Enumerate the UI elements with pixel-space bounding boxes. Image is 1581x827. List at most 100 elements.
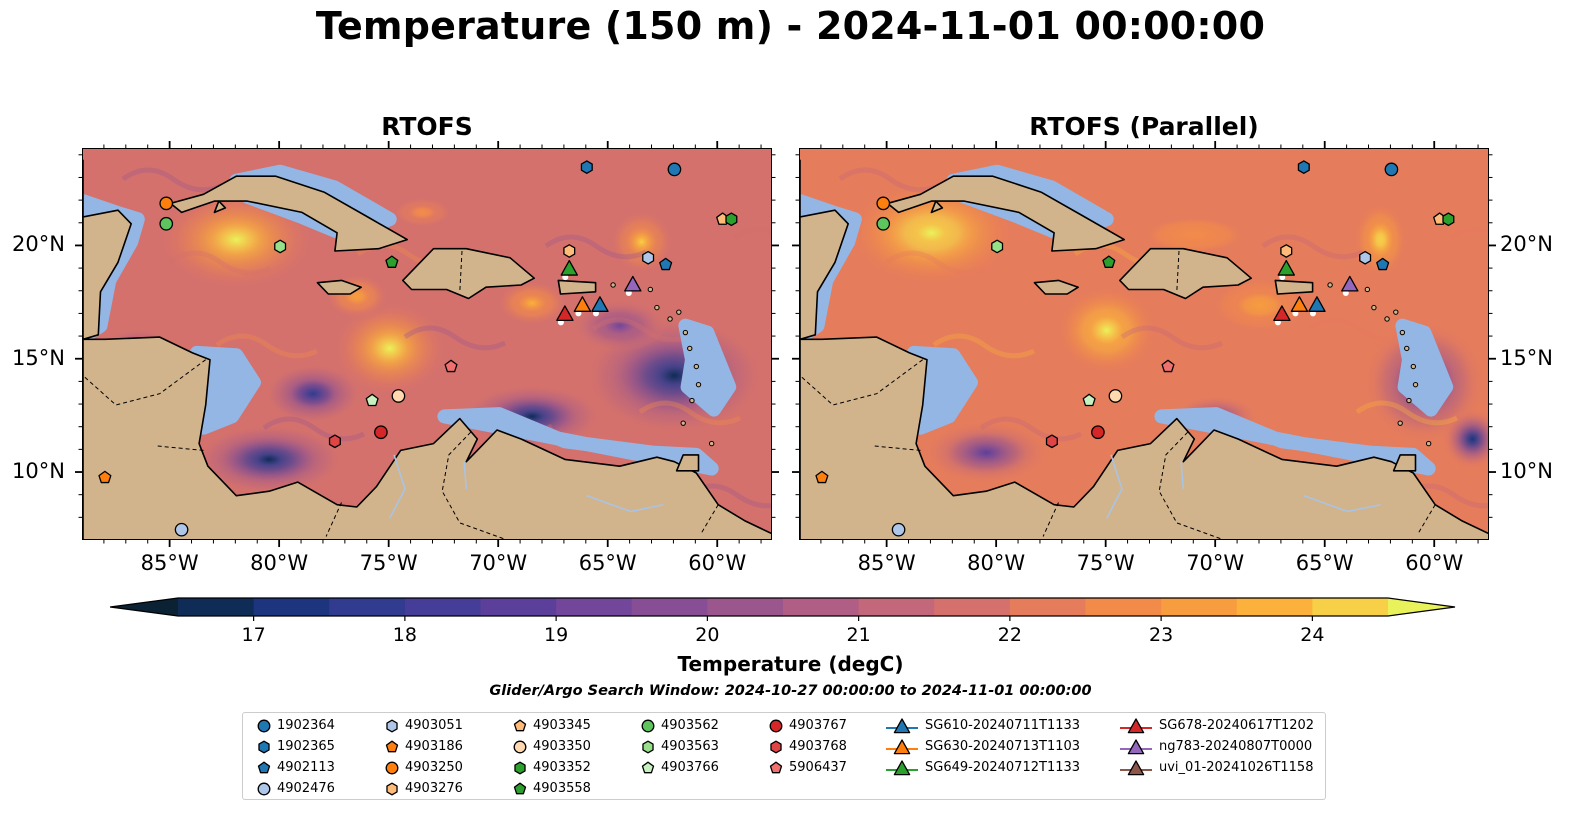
obs-marker-4903350	[391, 389, 406, 403]
legend-pentagon-icon	[513, 719, 527, 731]
legend-item: 4903558	[513, 778, 591, 799]
legend-label: 4903186	[405, 739, 463, 754]
legend-label: 4903558	[533, 781, 591, 796]
x-tick-label: 75°W	[1076, 551, 1135, 575]
legend-label: 1902364	[277, 718, 335, 733]
y-tick-label-left: 15°N	[12, 345, 65, 370]
glider-marker-SG610-20240711T1133	[1308, 296, 1326, 312]
legend-glider-marker-icon	[1120, 717, 1152, 733]
legend-label: SG630-20240713T1103	[925, 739, 1081, 754]
legend-label: 5906437	[789, 760, 847, 775]
glider-marker-SG678-20240617T1202	[556, 305, 574, 322]
legend-float-marker-icon	[514, 761, 526, 774]
legend-pentagon-icon	[513, 782, 527, 794]
obs-marker-4903051	[1359, 250, 1372, 265]
map-rtofs-parallel	[800, 149, 1488, 539]
glider-marker-SG630-20240713T1103	[1290, 296, 1309, 312]
legend-circle-icon	[257, 719, 271, 732]
obs-marker-4903767	[1091, 425, 1105, 440]
legend-label: 4903345	[533, 718, 591, 733]
legend-triangle-icon	[1127, 717, 1145, 733]
x-tick-label: 75°W	[359, 551, 418, 575]
legend-pentagon-icon	[257, 761, 271, 773]
colorbar-tick-label: 19	[544, 624, 569, 646]
legend-float-marker-icon	[641, 719, 655, 732]
legend-label: 1902365	[277, 739, 335, 754]
legend-label: 4903250	[405, 760, 463, 775]
legend-float-marker-icon	[386, 782, 398, 795]
legend-hexagon-icon	[386, 719, 398, 732]
legend-pentagon-icon	[769, 761, 783, 773]
x-tick-label: 85°W	[857, 551, 916, 575]
colorbar-tick-label: 20	[695, 624, 720, 646]
figure-title: Temperature (150 m) - 2024-11-01 00:00:0…	[315, 4, 1266, 48]
y-tick-label-right: 20°N	[1500, 232, 1553, 257]
legend-float-marker-icon	[258, 740, 270, 753]
legend-float-marker-icon	[641, 761, 655, 773]
colorbar-tick-label: 17	[241, 624, 266, 646]
legend-item: 4903352	[513, 757, 591, 778]
axes-ticks	[75, 141, 1496, 547]
colorbar-tick-label: 23	[1149, 624, 1174, 646]
colorbar-tick-label: 22	[997, 624, 1022, 646]
legend-item: SG649-20240712T1133	[885, 757, 1080, 778]
y-tick-label-left: 20°N	[12, 232, 65, 257]
obs-marker-4903563	[274, 239, 287, 254]
obs-marker-4903352	[725, 212, 738, 227]
legend-float-marker-icon	[513, 782, 527, 794]
x-tick-label: 85°W	[140, 551, 199, 575]
legend-circle-icon	[513, 740, 527, 753]
legend-label: 4903767	[789, 718, 847, 733]
obs-marker-1902365	[580, 160, 593, 174]
obs-marker-5906437	[444, 359, 458, 373]
glider-marker-SG630-20240713T1103	[573, 296, 592, 312]
legend-float-marker-icon	[513, 719, 527, 731]
legend-item: 4903767	[769, 715, 847, 736]
legend-item: SG630-20240713T1103	[885, 736, 1080, 757]
legend-pentagon-icon	[385, 740, 399, 752]
legend-item: SG610-20240711T1133	[885, 715, 1080, 736]
obs-marker-5906437	[1161, 359, 1175, 373]
obs-marker-4903768	[1045, 434, 1058, 449]
legend-glider-marker-icon	[886, 717, 918, 733]
legend-label: 4903276	[405, 781, 463, 796]
legend-item: 4903563	[641, 736, 719, 757]
x-tick-label: 80°W	[967, 551, 1026, 575]
x-tick-label: 60°W	[1405, 551, 1464, 575]
legend-item: 1902365	[257, 736, 335, 757]
obs-marker-4903186	[98, 470, 112, 484]
obs-marker-4903766	[365, 393, 379, 407]
legend-item: ng783-20240807T0000	[1119, 736, 1312, 757]
legend-float-marker-icon	[770, 740, 782, 753]
legend-float-marker-icon	[386, 719, 398, 732]
legend-item: 4903276	[385, 778, 463, 799]
obs-marker-4903558	[385, 255, 399, 268]
legend-circle-icon	[769, 719, 783, 732]
obs-marker-4903276	[563, 244, 576, 258]
obs-marker-4903350	[1108, 389, 1123, 403]
legend-item: 4903562	[641, 715, 719, 736]
legend-label: 4903563	[661, 739, 719, 754]
colorbar	[110, 597, 1456, 621]
obs-marker-4903250	[876, 196, 891, 211]
colorbar-tick-label: 21	[846, 624, 871, 646]
legend-triangle-icon	[893, 717, 911, 733]
panel-title-rtofs: RTOFS	[381, 112, 473, 141]
legend-float-marker-icon	[642, 740, 654, 753]
legend-float-marker-icon	[257, 719, 271, 732]
x-tick-label: 60°W	[688, 551, 747, 575]
legend-item: 5906437	[769, 757, 847, 778]
legend-triangle-icon	[1127, 759, 1145, 775]
legend-label: 4903766	[661, 760, 719, 775]
legend-label: 4903352	[533, 760, 591, 775]
legend-glider-marker-icon	[886, 738, 918, 754]
legend-label: 4903768	[789, 739, 847, 754]
obs-marker-4903766	[1082, 393, 1096, 407]
legend-hexagon-icon	[514, 761, 526, 774]
obs-marker-4903767	[374, 425, 388, 440]
legend-hexagon-icon	[386, 782, 398, 795]
obs-marker-4903352	[1442, 212, 1455, 227]
legend-triangle-icon	[893, 759, 911, 775]
map-panel-rtofs	[82, 148, 772, 540]
glider-marker-SG678-20240617T1202	[1273, 305, 1291, 322]
